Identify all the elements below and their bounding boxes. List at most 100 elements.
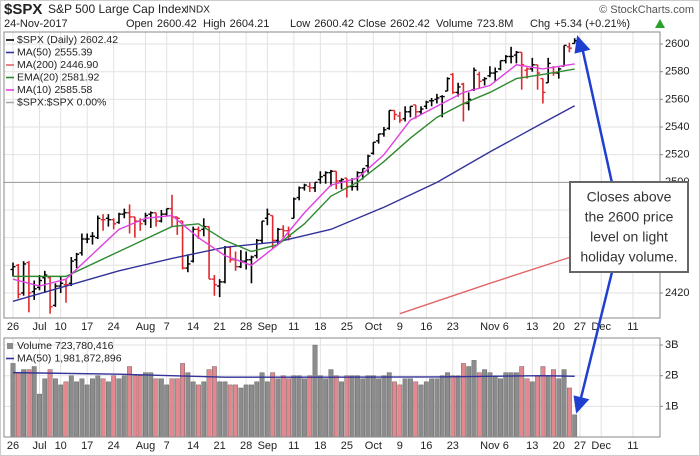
x-tick-label: 27 [574,321,586,333]
volume-bar [312,344,318,438]
volume-bar [291,375,297,438]
legend-entry: MA(10) 2585.58 [17,84,93,96]
volume-bar [280,375,286,438]
volume-bar [349,375,355,438]
volume-bar [492,375,498,438]
legend-value: 2446.90 [60,59,98,71]
x-tick-label: Aug [136,321,156,333]
legend-value: 2585.58 [54,84,92,96]
y-tick-label: 2560 [665,93,689,105]
x-tick-label: Dec [591,440,611,452]
price-frame [3,31,661,319]
volume-bar [217,381,223,438]
volume-bar [365,375,371,438]
x-tick-label: Jul [32,440,46,452]
x-tick-label: Aug [136,440,156,452]
title: $SPX [4,1,42,18]
quote-label: Low [290,18,310,30]
x-tick-label: 18 [314,440,326,452]
annotation-text: the 2600 price [585,209,674,225]
exchange: INDX [186,5,210,16]
quote-item: Chg +5.34 (+0.21%) [530,18,630,30]
volume-bar [370,375,376,438]
arrow-line [578,271,614,403]
arrow-head [573,395,590,414]
volume-bar [185,372,191,438]
legend-name: $SPX:$SPX [17,96,74,108]
volume-bar [408,378,413,438]
volume-bar [21,369,27,438]
volume-bar [302,378,307,438]
volume-bar [413,381,419,438]
x-tick-label: 18 [314,321,326,333]
x-tick-label: 7 [164,440,170,452]
volume-bar [227,384,233,438]
x-tick-label: Sep [258,321,278,333]
volume-bar [434,378,440,438]
x-tick-label: 27 [574,440,586,452]
volume-bar [508,372,514,438]
volume-bar [254,381,260,438]
volume-bar [180,363,185,438]
annotation: Closes above the 2600 price level on light… [569,181,689,273]
quote-value: +5.34 (+0.21%) [554,18,630,30]
volume-bar [174,378,180,438]
volume-bar [196,384,201,438]
legend-value: 0.00% [77,96,107,108]
volume-bar [63,381,69,438]
y-tick-label: 2520 [665,149,689,161]
volume-bar [355,375,360,438]
legend-value: 2555.39 [54,46,92,58]
volume-bar [169,378,175,438]
quote-item: Open 2600.42 [126,18,197,30]
volume-bar [455,375,461,438]
volume-bar [90,378,95,438]
x-tick-label: Nov [480,440,500,452]
quote-item: Low 2600.42 [290,18,354,30]
x-tick-label: 26 [7,321,19,333]
volume-bar [545,375,551,438]
subtitle: S&P 500 Large Cap Index [48,2,187,16]
volume-bar [127,366,132,438]
volume-bar [339,381,344,438]
x-tick-label: Jul [32,321,46,333]
x-tick-label: 23 [447,321,459,333]
moving-average-line [12,105,576,302]
volume-bar [561,369,567,438]
volume-bar [487,372,493,438]
date: 24-Nov-2017 [4,18,68,30]
legend-entry: Volume 723,780,416 [17,340,114,352]
volume-bar [381,375,387,438]
x-tick-label: 20 [553,440,565,452]
quote-value: 2600.42 [157,18,197,30]
x-tick-label: Nov [480,321,500,333]
volume-bar [556,378,562,438]
arrow-head [574,35,591,54]
quote-item: Close 2602.42 [358,18,430,30]
annotation-text: holiday volume. [580,249,677,265]
volume-bar [392,381,397,438]
volume-bar [397,384,403,438]
volume-bar [386,372,392,438]
x-tick-label: 20 [553,321,565,333]
volume-bar [445,372,450,438]
quote-label: Close [358,18,386,30]
volume-bar [296,375,302,438]
quote-value: 2604.21 [230,18,270,30]
copyright: © StockCharts.com [599,4,694,16]
volume-frame [3,337,661,438]
x-tick-label: 28 [240,440,252,452]
quote-value: 723.8M [477,18,514,30]
annotation-arrows [573,35,614,414]
x-tick-label: Oct [365,440,382,452]
volume-bar [42,378,48,438]
volume-bar [259,372,265,438]
x-tick-label: 7 [164,321,170,333]
legend-name: MA(50) [17,352,51,364]
moving-average-line [399,255,575,315]
volume-bar [158,378,164,438]
x-tick-label: 11 [288,321,299,333]
change-up-icon [655,19,665,28]
volume-bar [243,384,249,438]
